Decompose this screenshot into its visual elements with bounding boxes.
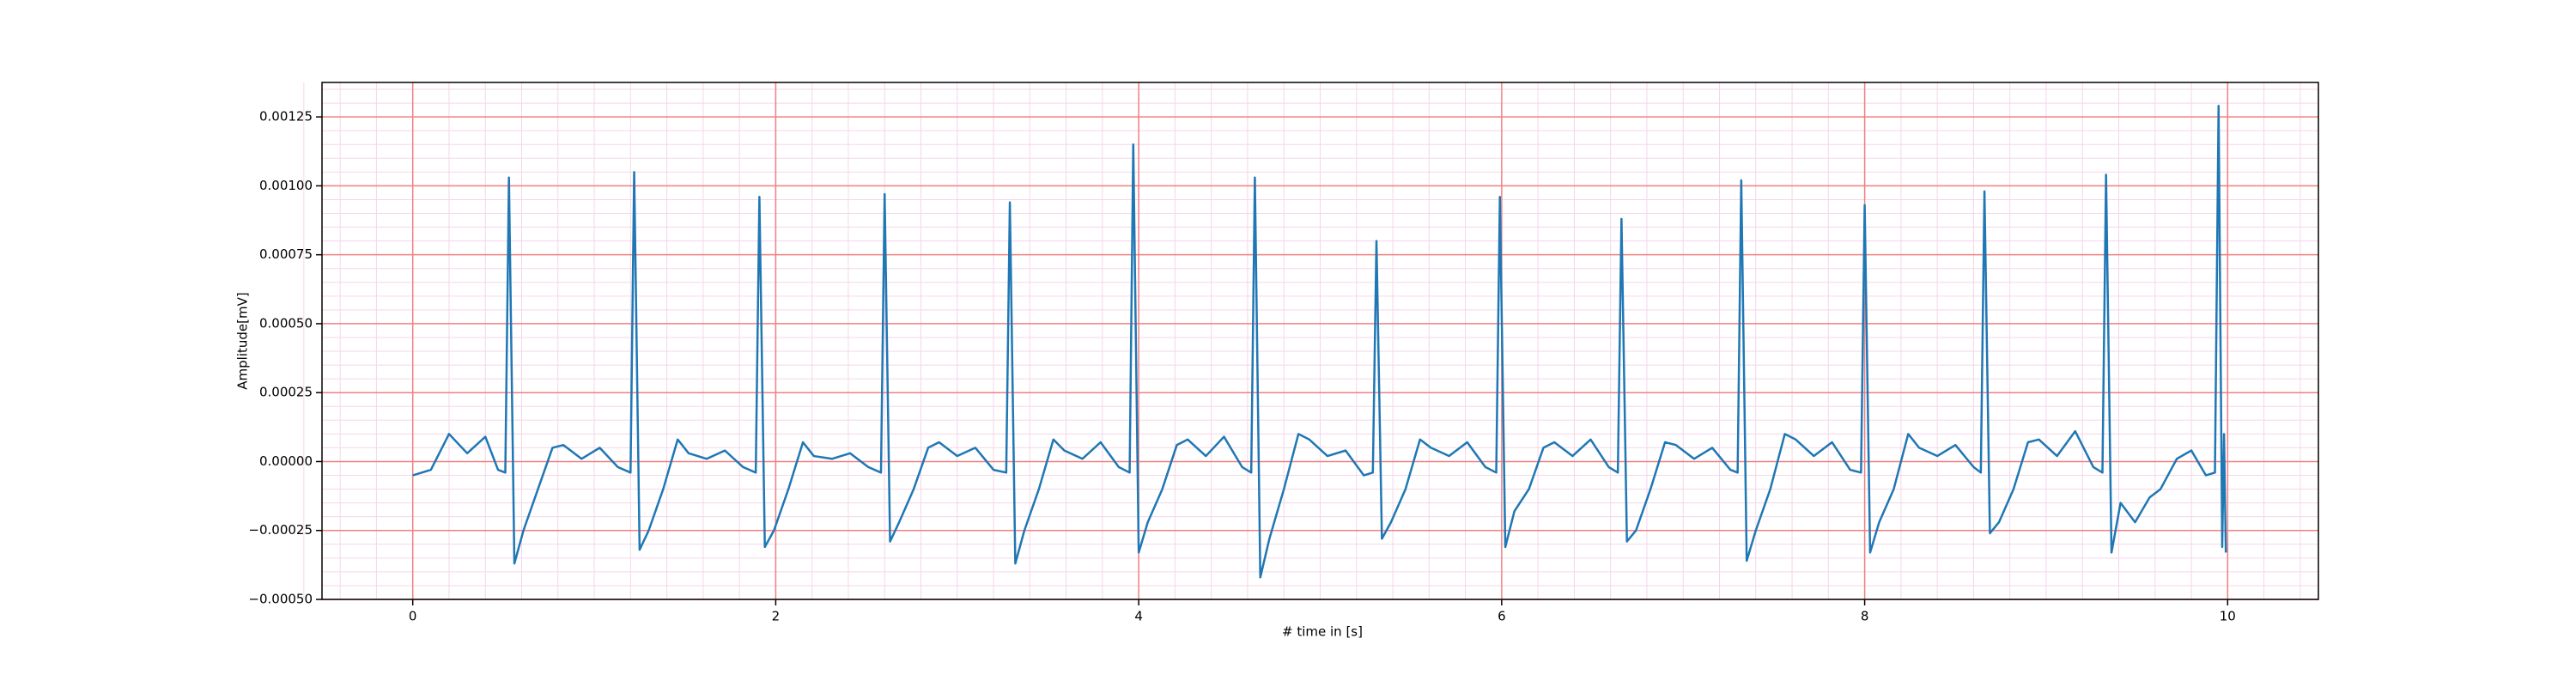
y-tick-label: 0.00050 [259, 315, 313, 331]
y-tick-label: 0.00025 [259, 385, 313, 400]
plot-frame [321, 82, 2319, 600]
x-axis-label: # time in [s] [1282, 624, 1363, 640]
x-tick-label: 10 [2220, 609, 2236, 624]
y-axis-label: Amplitude[mV] [235, 292, 251, 389]
y-tick-label: 0.00075 [259, 246, 313, 262]
y-tick-label: −0.00050 [248, 592, 313, 607]
x-tick-label: 8 [1861, 609, 1869, 624]
y-tick-label: 0.00100 [259, 178, 313, 193]
x-tick-label: 0 [409, 609, 417, 624]
ecg-line [412, 105, 2227, 579]
x-tick-label: 6 [1498, 609, 1506, 624]
y-tick-label: −0.00025 [248, 522, 313, 538]
x-tick-label: 2 [772, 609, 781, 624]
y-tick-label: 0.00125 [259, 109, 313, 125]
x-tick-label: 4 [1134, 609, 1143, 624]
y-tick-label: 0.00000 [259, 453, 313, 469]
